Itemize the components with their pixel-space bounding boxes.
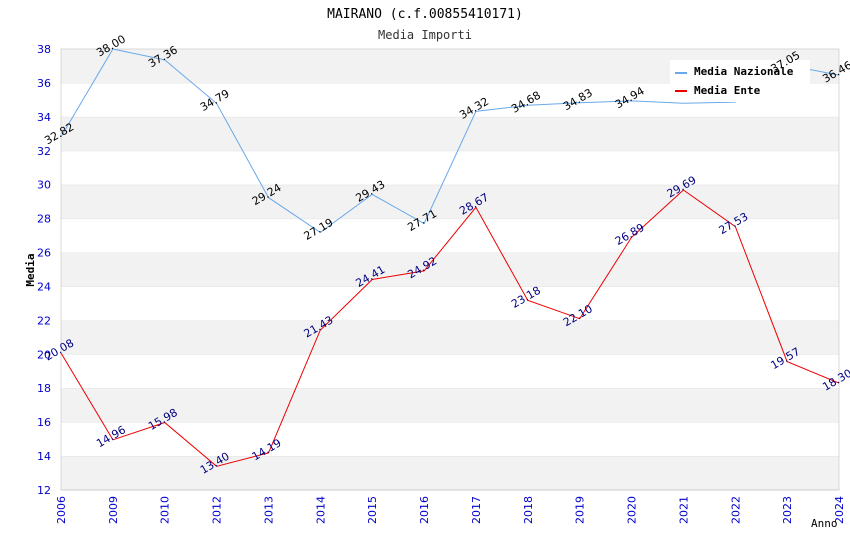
series-line-nazionale [60, 48, 840, 234]
y-tick-label: 28 [37, 213, 51, 226]
grid-band [61, 388, 839, 423]
y-tick-label: 34 [37, 111, 51, 124]
y-tick-label: 24 [37, 280, 51, 293]
grid-band [61, 456, 839, 490]
x-tick-label: 2006 [55, 496, 68, 524]
x-tick-label: 2012 [211, 496, 224, 524]
y-axis-ticks: 12 14 16 18 20 22 24 26 28 30 32 34 36 38 [37, 43, 51, 497]
chart-subtitle: Media Importi [378, 28, 472, 42]
x-axis-ticks: 2006 2009 2010 2012 2013 2014 2015 2016 2017 2018… [55, 496, 846, 524]
x-axis-label: Anno [811, 517, 838, 530]
y-tick-label: 36 [37, 77, 51, 90]
y-tick-label: 18 [37, 382, 51, 395]
x-tick-label: 2014 [314, 496, 327, 524]
x-tick-label: 2024 [833, 496, 846, 524]
grid-band [61, 320, 839, 355]
y-tick-label: 22 [37, 314, 51, 327]
x-tick-label: 2015 [366, 496, 379, 524]
legend: Media Nazionale Media Ente [670, 60, 810, 102]
grid-band [61, 354, 839, 389]
grid-band [61, 218, 839, 253]
chart-title: MAIRANO (c.f.00855410171) [327, 7, 523, 22]
y-tick-label: 38 [37, 43, 51, 56]
y-tick-label: 26 [37, 247, 51, 260]
y-tick-label: 32 [37, 145, 51, 158]
y-axis-label: Media [24, 253, 37, 286]
grid-band [61, 116, 839, 151]
x-tick-label: 2017 [470, 496, 483, 524]
y-tick-label: 14 [37, 450, 51, 463]
legend-label-nazionale: Media Nazionale [694, 65, 794, 78]
grid-bands [60, 48, 840, 491]
grid-band [61, 252, 839, 287]
x-tick-label: 2020 [626, 496, 639, 524]
x-tick-label: 2009 [107, 496, 120, 524]
series-lines [60, 48, 840, 467]
x-tick-label: 2019 [574, 496, 587, 524]
x-tick-label: 2022 [729, 496, 742, 524]
series-line-ente [60, 189, 840, 467]
legend-box [670, 60, 810, 102]
x-tick-label: 2023 [781, 496, 794, 524]
grid-band [61, 184, 839, 219]
x-tick-label: 2013 [262, 496, 275, 524]
x-tick-label: 2018 [522, 496, 535, 524]
grid-band [61, 422, 839, 457]
y-tick-label: 30 [37, 179, 51, 192]
grid-band [61, 286, 839, 321]
y-tick-label: 12 [37, 484, 51, 497]
x-tick-label: 2010 [159, 496, 172, 524]
x-tick-label: 2016 [418, 496, 431, 524]
legend-label-ente: Media Ente [694, 84, 761, 97]
x-tick-label: 2021 [677, 496, 690, 524]
y-tick-label: 16 [37, 416, 51, 429]
y-tick-label: 20 [37, 348, 51, 361]
